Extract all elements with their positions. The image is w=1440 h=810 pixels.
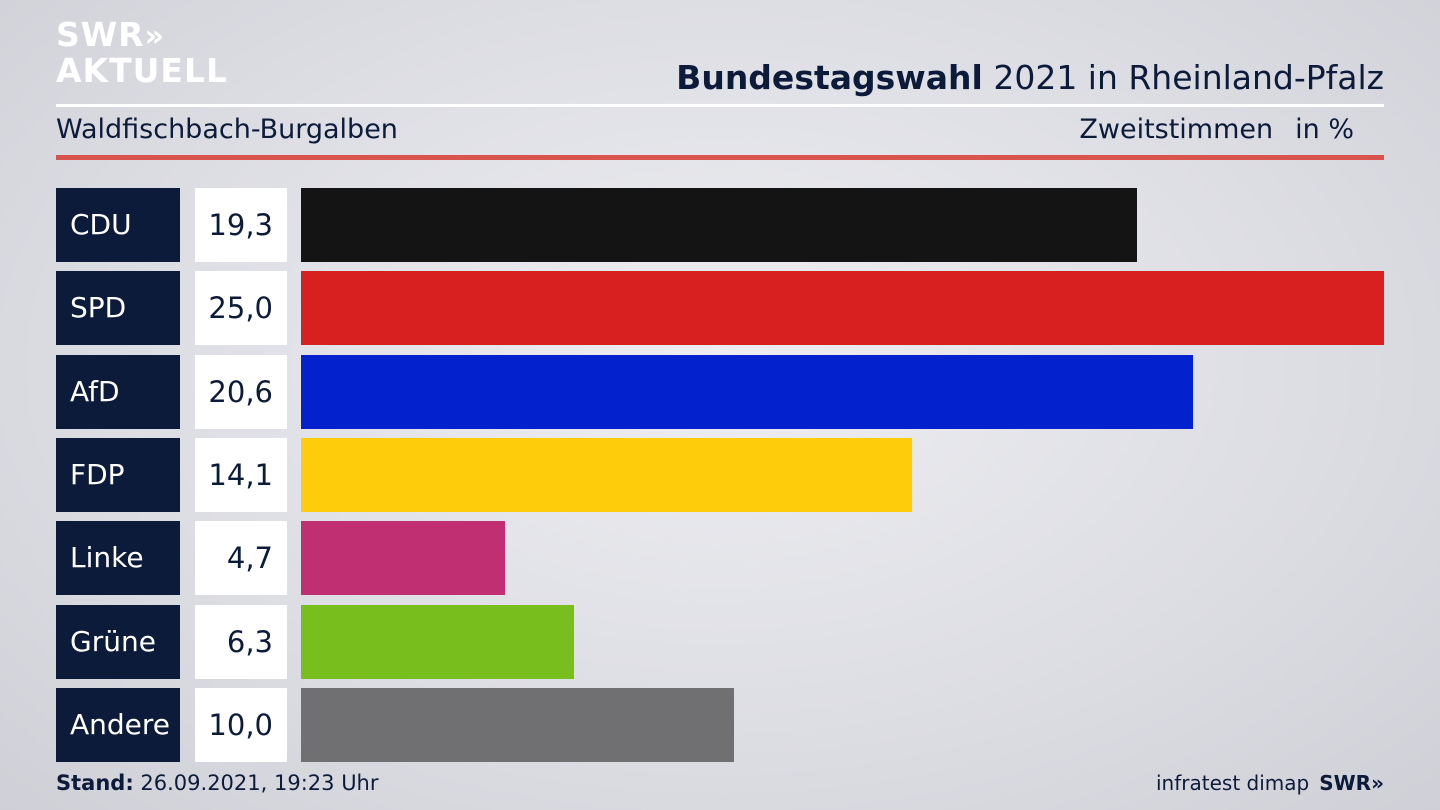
bar-row-gr-ne: Grüne 6,3	[56, 604, 1384, 679]
stand-value: 26.09.2021, 19:23 Uhr	[140, 771, 379, 795]
value-label: 19,3	[195, 188, 287, 262]
bar	[301, 354, 1194, 429]
subtitle-divider	[56, 155, 1384, 160]
constituency-name: Waldfischbach-Burgalben	[56, 114, 398, 145]
bar	[301, 271, 1384, 346]
swr-footer-logo: SWR»	[1319, 771, 1384, 795]
header-divider	[56, 104, 1384, 107]
bar-chart: CDU 19,3 SPD 25,0 AfD 20,6 FDP 14,1 Linke 4,7 Grün…	[56, 188, 1384, 762]
value-label: 25,0	[195, 271, 287, 346]
unit-label: in %	[1295, 114, 1354, 145]
bar	[301, 604, 574, 679]
bar	[301, 188, 1138, 262]
value-label: 20,6	[195, 354, 287, 429]
title-rest: 2021 in Rheinland-Pfalz	[993, 58, 1384, 97]
party-label: FDP	[56, 437, 180, 512]
bar	[301, 687, 735, 762]
bar-row-cdu: CDU 19,3	[56, 188, 1384, 262]
swr-aktuell-logo: SWR» AKTUELL	[56, 18, 228, 88]
swr-footer-text: SWR	[1319, 771, 1372, 795]
party-label: Linke	[56, 521, 180, 596]
party-label: SPD	[56, 271, 180, 346]
stand-label: Stand:	[56, 771, 134, 795]
bar-row-linke: Linke 4,7	[56, 521, 1384, 596]
bar	[301, 521, 505, 596]
bar-row-fdp: FDP 14,1	[56, 437, 1384, 512]
bar-row-afd: AfD 20,6	[56, 354, 1384, 429]
value-label: 10,0	[195, 687, 287, 762]
bar-row-spd: SPD 25,0	[56, 271, 1384, 346]
vote-type: Zweitstimmen	[1079, 114, 1274, 145]
value-label: 4,7	[195, 521, 287, 596]
value-label: 14,1	[195, 437, 287, 512]
logo-chevron-icon: »	[144, 19, 165, 54]
source-credit: infratest dimap SWR»	[1156, 771, 1384, 795]
source-name: infratest dimap	[1156, 771, 1310, 795]
vote-type-label: Zweitstimmen in %	[1079, 114, 1354, 145]
timestamp: Stand: 26.09.2021, 19:23 Uhr	[56, 771, 379, 795]
party-label: CDU	[56, 188, 180, 262]
bar-row-andere: Andere 10,0	[56, 687, 1384, 762]
page-title: Bundestagswahl 2021 in Rheinland-Pfalz	[676, 58, 1384, 97]
title-bold: Bundestagswahl	[676, 58, 983, 97]
value-label: 6,3	[195, 604, 287, 679]
logo-aktuell-text: AKTUELL	[56, 51, 229, 90]
party-label: AfD	[56, 354, 180, 429]
logo-swr-text: SWR	[56, 15, 145, 54]
party-label: Andere	[56, 687, 180, 762]
swr-chevron-icon: »	[1371, 771, 1384, 795]
bar	[301, 437, 912, 512]
party-label: Grüne	[56, 604, 180, 679]
